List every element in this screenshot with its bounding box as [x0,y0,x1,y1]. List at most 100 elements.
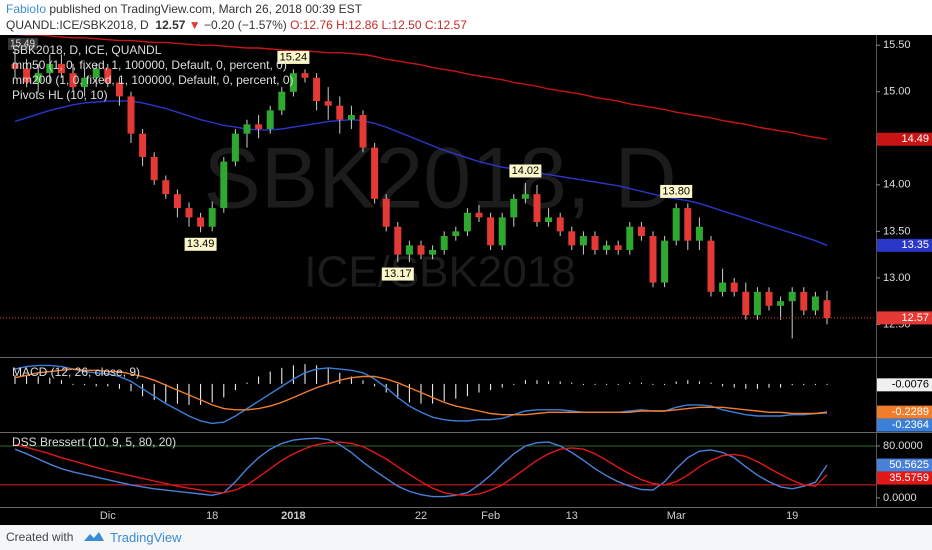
pivot-label: 13.80 [662,185,690,197]
candle-body [753,291,761,316]
candle-body [23,68,31,83]
candle-body [556,217,564,232]
candle-body [579,236,587,246]
x-tick-label: Mar [667,510,686,522]
candle-body [719,282,727,292]
created-with: Created with [6,530,74,544]
y-tick-label: 14.00 [883,179,911,191]
candle-body [197,217,205,227]
y-tick-label: 13.50 [883,225,911,237]
candle-body [417,245,425,255]
candle-body [591,236,599,250]
quote-line: QUANDL:ICE/SBK2018, D 12.57 ▼ −0.20 (−1.… [6,18,467,32]
y-tick-label: 15.00 [883,86,911,98]
candle-body [347,115,355,120]
header: FabioIo published on TradingView.com, Ma… [0,0,932,35]
price-tag-label: 14.49 [901,133,929,145]
candle-body [568,231,576,246]
last-price: 12.57 [155,18,186,32]
candle-body [382,198,390,227]
price-tag [877,311,932,325]
author[interactable]: FabioIo [6,2,47,16]
candle-body [208,208,216,227]
pivot-label: 14.02 [512,165,540,177]
symbol: QUANDL:ICE/SBK2018, D [6,18,149,32]
change-arrow: ▼ [188,18,201,32]
candle-body [463,212,471,232]
candle-body [104,68,112,83]
candle-body [11,63,19,69]
ohlc: O:12.76 H:12.86 L:12.50 C:12.57 [290,18,467,32]
candle-body [255,124,263,129]
pivot-box [277,50,310,64]
candle-body [150,156,158,181]
pivot-label: 13.17 [384,268,412,280]
candle-body [452,231,460,237]
candle-body [498,217,506,246]
candle-body [429,249,437,255]
candle-body [162,180,170,195]
footer: Created with TradingView [0,525,932,550]
candle-body [800,291,808,311]
candle-body [475,212,483,218]
candle-body [730,282,738,292]
series-line [14,364,828,425]
price-tag-label: 35.5759 [889,472,929,484]
candle-body [289,73,297,92]
x-tick-label: 2018 [281,510,305,522]
candle-body [637,226,645,237]
logo[interactable] [82,529,106,545]
price-tag [877,378,932,392]
candle-body [313,77,321,102]
candle-body [661,240,669,283]
price-tag [877,405,932,419]
price-tag-label: -0.2364 [892,419,929,431]
pivot-label: 15.24 [280,51,308,63]
candle-body [394,226,402,255]
candle-body [69,73,77,88]
x-tick-label: Feb [481,510,500,522]
x-tick-label: 13 [566,510,578,522]
candle-body [811,296,819,311]
pivot-box [381,267,414,281]
series-line [17,35,828,140]
price-tag [877,471,932,485]
pivot-box [184,237,217,251]
candle-body [92,68,100,78]
price-tag-label: 13.35 [901,239,929,251]
candle-body [707,240,715,292]
candle-body [788,291,796,302]
candle-body [220,161,228,209]
corner-label: 15.49 [10,39,35,50]
candle-body [371,147,379,199]
change: −0.20 (−1.57%) [204,18,287,32]
pivot-box [660,184,693,198]
candle-body [34,73,42,83]
candle-body [266,110,274,129]
publish-line: FabioIo published on TradingView.com, Ma… [6,2,362,16]
candle-body [777,301,785,306]
price-tag-label: 12.57 [901,312,929,324]
chart-background [0,35,932,525]
candle-body [742,291,750,316]
candle-body [243,124,251,134]
y-tick-label: 80.0000 [883,440,923,452]
candle-body [46,63,54,74]
y-tick-label: 13.00 [883,272,911,284]
watermark: ICE/SBK2018 [304,248,576,297]
chart: SBK2018, DICE/SBK201815.5015.0014.5014.0… [0,35,932,525]
candle-body [626,226,634,250]
candle-body [115,82,123,97]
pivot-box [509,164,542,178]
y-tick-label: 0.0000 [883,492,917,504]
price-tag-label: -0.2289 [892,406,929,418]
candle-body [533,194,541,223]
legend-entry: Pivots HL (10, 10) [12,88,108,102]
candle-body [545,217,553,223]
published: published on TradingView.com, March 26, … [49,2,363,16]
candle-body [487,217,495,246]
brand[interactable]: TradingView [110,530,182,545]
candle-body [57,63,65,74]
candle-body [649,236,657,283]
candle-body [173,194,181,209]
